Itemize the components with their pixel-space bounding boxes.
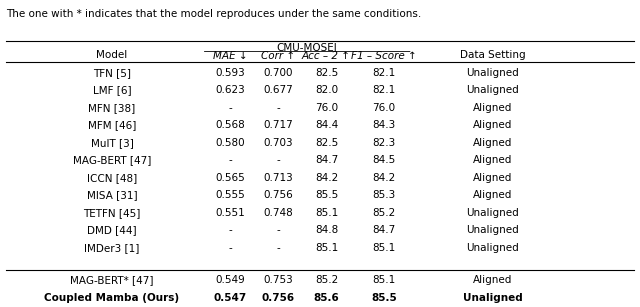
Text: 0.748: 0.748 [264, 208, 293, 218]
Text: F1 – Score ↑: F1 – Score ↑ [351, 51, 417, 61]
Text: 76.0: 76.0 [315, 103, 338, 113]
Text: MulT [3]: MulT [3] [91, 138, 133, 148]
Text: Acc – 2 ↑: Acc – 2 ↑ [302, 51, 351, 61]
Text: 84.2: 84.2 [372, 173, 396, 183]
Text: 0.547: 0.547 [214, 293, 247, 303]
Text: -: - [276, 103, 280, 113]
Text: 85.3: 85.3 [372, 190, 396, 200]
Text: 76.0: 76.0 [372, 103, 396, 113]
Text: 82.5: 82.5 [315, 68, 338, 78]
Text: Aligned: Aligned [473, 275, 513, 285]
Text: TETFN [45]: TETFN [45] [83, 208, 141, 218]
Text: 0.677: 0.677 [264, 85, 293, 95]
Text: Model: Model [97, 50, 127, 60]
Text: 85.1: 85.1 [372, 243, 396, 253]
Text: 0.565: 0.565 [216, 173, 245, 183]
Text: Aligned: Aligned [473, 120, 513, 130]
Text: 0.549: 0.549 [216, 275, 245, 285]
Text: 0.580: 0.580 [216, 138, 245, 148]
Text: 82.0: 82.0 [315, 85, 338, 95]
Text: -: - [228, 243, 232, 253]
Text: Data Setting: Data Setting [460, 50, 525, 60]
Text: MAG-BERT* [47]: MAG-BERT* [47] [70, 275, 154, 285]
Text: MFM [46]: MFM [46] [88, 120, 136, 130]
Text: 85.5: 85.5 [315, 190, 338, 200]
Text: 84.2: 84.2 [315, 173, 338, 183]
Text: 82.1: 82.1 [372, 85, 396, 95]
Text: -: - [228, 103, 232, 113]
Text: 0.753: 0.753 [264, 275, 293, 285]
Text: 85.1: 85.1 [315, 208, 338, 218]
Text: The one with * indicates that the model reproduces under the same conditions.: The one with * indicates that the model … [6, 9, 422, 19]
Text: 82.5: 82.5 [315, 138, 338, 148]
Text: 0.623: 0.623 [216, 85, 245, 95]
Text: 85.5: 85.5 [371, 293, 397, 303]
Text: DMD [44]: DMD [44] [87, 225, 137, 235]
Text: Aligned: Aligned [473, 155, 513, 165]
Text: 0.593: 0.593 [216, 68, 245, 78]
Text: -: - [276, 155, 280, 165]
Text: 85.1: 85.1 [372, 275, 396, 285]
Text: Unaligned: Unaligned [463, 293, 523, 303]
Text: 84.8: 84.8 [315, 225, 338, 235]
Text: -: - [228, 155, 232, 165]
Text: Unaligned: Unaligned [467, 243, 519, 253]
Text: 0.568: 0.568 [216, 120, 245, 130]
Text: Aligned: Aligned [473, 138, 513, 148]
Text: Aligned: Aligned [473, 103, 513, 113]
Text: -: - [276, 225, 280, 235]
Text: MFN [38]: MFN [38] [88, 103, 136, 113]
Text: LMF [6]: LMF [6] [93, 85, 131, 95]
Text: MISA [31]: MISA [31] [86, 190, 138, 200]
Text: 84.7: 84.7 [372, 225, 396, 235]
Text: 84.3: 84.3 [372, 120, 396, 130]
Text: ICCN [48]: ICCN [48] [87, 173, 137, 183]
Text: MAE ↓: MAE ↓ [213, 51, 248, 61]
Text: Coupled Mamba (Ours): Coupled Mamba (Ours) [44, 293, 180, 303]
Text: 0.717: 0.717 [264, 120, 293, 130]
Text: -: - [276, 243, 280, 253]
Text: CMU-MOSEI: CMU-MOSEI [277, 43, 337, 52]
Text: 82.3: 82.3 [372, 138, 396, 148]
Text: 0.703: 0.703 [264, 138, 293, 148]
Text: 85.2: 85.2 [315, 275, 338, 285]
Text: Unaligned: Unaligned [467, 225, 519, 235]
Text: 0.700: 0.700 [264, 68, 293, 78]
Text: 85.1: 85.1 [315, 243, 338, 253]
Text: Unaligned: Unaligned [467, 208, 519, 218]
Text: 0.555: 0.555 [216, 190, 245, 200]
Text: 0.551: 0.551 [216, 208, 245, 218]
Text: 85.6: 85.6 [314, 293, 339, 303]
Text: Aligned: Aligned [473, 173, 513, 183]
Text: 0.756: 0.756 [264, 190, 293, 200]
Text: 0.756: 0.756 [262, 293, 295, 303]
Text: 82.1: 82.1 [372, 68, 396, 78]
Text: Corr ↑: Corr ↑ [261, 51, 296, 61]
Text: Unaligned: Unaligned [467, 68, 519, 78]
Text: Aligned: Aligned [473, 190, 513, 200]
Text: 84.4: 84.4 [315, 120, 338, 130]
Text: TFN [5]: TFN [5] [93, 68, 131, 78]
Text: 84.5: 84.5 [372, 155, 396, 165]
Text: Unaligned: Unaligned [467, 85, 519, 95]
Text: 85.2: 85.2 [372, 208, 396, 218]
Text: -: - [228, 225, 232, 235]
Text: 84.7: 84.7 [315, 155, 338, 165]
Text: 0.713: 0.713 [264, 173, 293, 183]
Text: IMDer3 [1]: IMDer3 [1] [84, 243, 140, 253]
Text: MAG-BERT [47]: MAG-BERT [47] [73, 155, 151, 165]
